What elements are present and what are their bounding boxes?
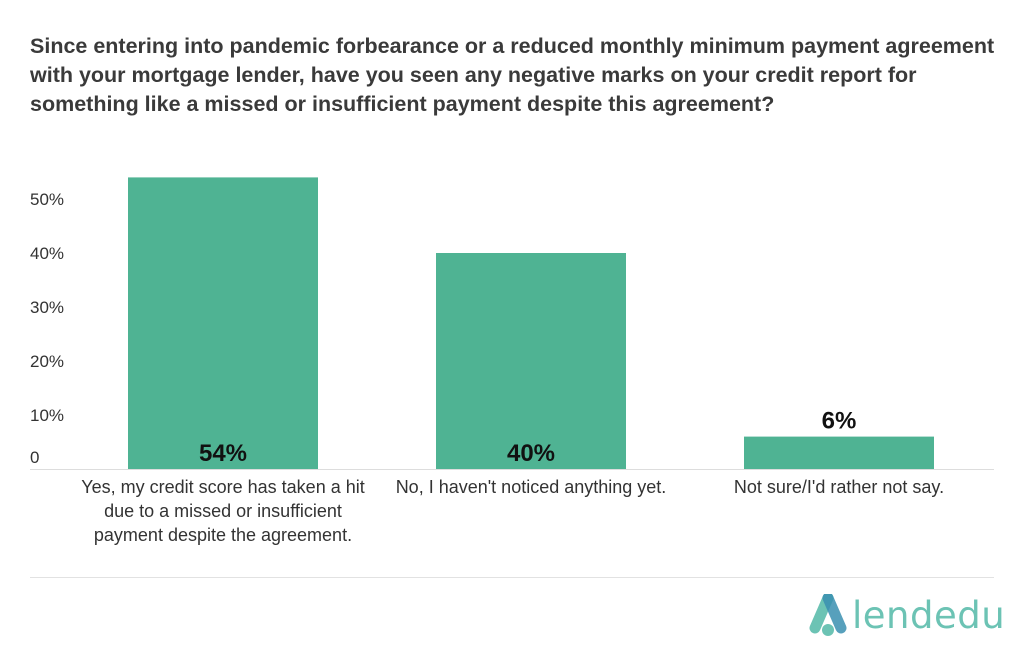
lendedu-logo-icon — [809, 592, 847, 636]
bar — [436, 253, 626, 469]
y-tick-label: 20% — [30, 352, 64, 371]
bar — [128, 177, 318, 469]
bar-value-label: 40% — [507, 440, 555, 467]
category-label-not-sure: Not sure/I'd rather not say. — [733, 477, 945, 497]
bar — [744, 436, 934, 469]
y-tick-label: 50% — [30, 190, 64, 209]
logo-text: lendedu — [852, 594, 1006, 637]
bars — [128, 177, 934, 469]
y-tick-label: 40% — [30, 244, 64, 263]
bar-value-label: 54% — [199, 440, 247, 467]
footer-divider — [30, 577, 994, 578]
y-axis: 0 10% 20% 30% 40% 50% — [30, 190, 64, 467]
lendedu-logo: lendedu — [808, 592, 1005, 640]
y-tick-label: 10% — [30, 406, 64, 425]
category-label-no: No, I haven't noticed anything yet. — [395, 477, 667, 497]
chart-title: Since entering into pandemic forbearance… — [30, 34, 995, 116]
bar-value-label: 6% — [822, 408, 857, 435]
y-tick-label: 0 — [30, 448, 39, 467]
category-label-yes: Yes, my credit score has taken a hit due… — [81, 477, 365, 545]
value-labels: 54% 40% 6% — [199, 408, 856, 467]
y-tick-label: 30% — [30, 298, 64, 317]
